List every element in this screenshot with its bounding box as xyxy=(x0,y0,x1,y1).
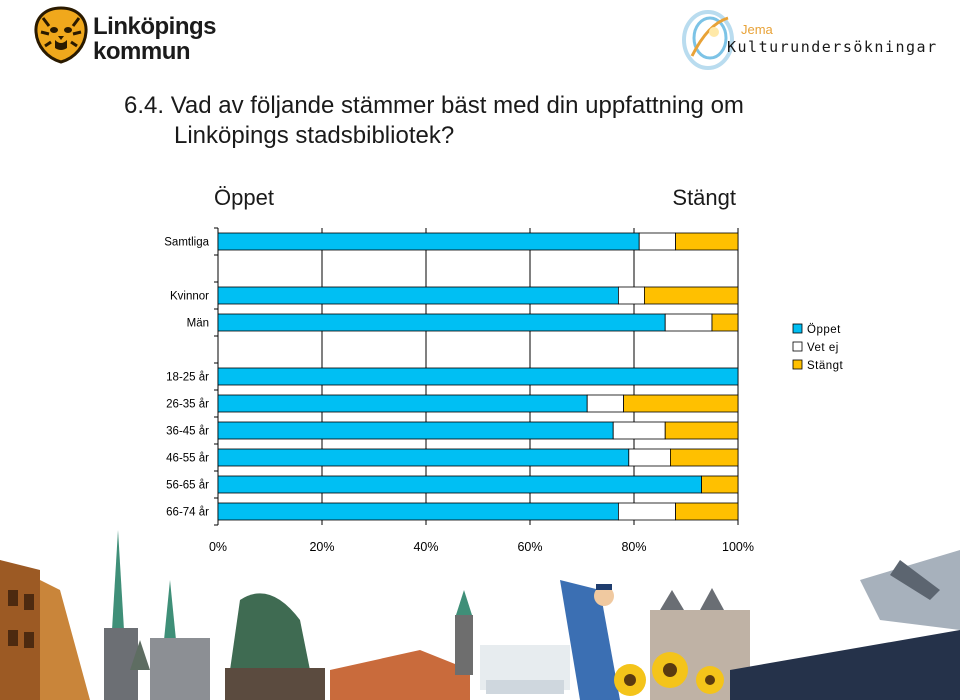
bar-segment xyxy=(217,448,630,467)
swirl-icon xyxy=(682,10,734,70)
x-tick-label: 0% xyxy=(209,540,227,554)
x-tick-label: 40% xyxy=(413,540,438,554)
category-label: 36-45 år xyxy=(166,426,209,438)
bar-segment xyxy=(586,394,625,413)
legend-label: Vet ej xyxy=(807,342,839,354)
legend-label: Stängt xyxy=(807,360,844,372)
category-label: 56-65 år xyxy=(166,480,209,492)
jema-logo: Jema Kulturundersökningar xyxy=(678,4,948,76)
brand-big-text: Kulturundersökningar xyxy=(727,38,938,56)
bar-segment xyxy=(711,313,739,332)
top-label-open: Öppet xyxy=(214,185,274,210)
bar-segment xyxy=(664,313,713,332)
x-tick-label: 80% xyxy=(621,540,646,554)
linkoping-logo: Linköpings kommun xyxy=(33,6,233,68)
top-label-closed: Stängt xyxy=(672,185,736,210)
bar-segment xyxy=(628,448,671,467)
question-line2: Linköpings stadsbibliotek? xyxy=(174,122,455,149)
category-label: 26-35 år xyxy=(166,399,209,411)
bar-segment xyxy=(217,475,703,494)
bar-segment xyxy=(217,502,619,521)
bar-segment xyxy=(217,313,666,332)
bar-segment xyxy=(675,502,739,521)
brand-small-text: Jema xyxy=(741,22,773,37)
bar-segment xyxy=(612,421,666,440)
legend-swatch xyxy=(792,323,803,334)
bar-segment xyxy=(618,286,645,305)
bar-segment xyxy=(217,232,640,251)
category-label: 66-74 år xyxy=(166,507,209,519)
bar-segment xyxy=(670,448,739,467)
x-tick-label: 100% xyxy=(722,540,754,554)
x-tick-label: 60% xyxy=(517,540,542,554)
municipality-name-line2: kommun xyxy=(93,38,191,65)
legend-swatch xyxy=(792,341,803,352)
category-label: Kvinnor xyxy=(170,291,209,303)
category-label: Män xyxy=(187,318,209,330)
bar-segment xyxy=(217,286,619,305)
municipality-name-line1: Linköpings xyxy=(93,13,217,40)
bar-segment xyxy=(217,394,588,413)
question-line1: Vad av följande stämmer bäst med din upp… xyxy=(170,92,744,119)
category-label: 18-25 år xyxy=(166,372,209,384)
legend-label: Öppet xyxy=(807,324,841,336)
category-label: 46-55 år xyxy=(166,453,209,465)
municipality-name: Linköpings kommun xyxy=(93,13,217,65)
stacked-bar-chart: Öppet Stängt Samtliga Kvinnor Män 18-25 år 26-… xyxy=(164,185,844,554)
bar-segment xyxy=(644,286,739,305)
bar-segment xyxy=(623,394,739,413)
category-label: Samtliga xyxy=(164,237,209,249)
legend-swatch xyxy=(792,359,803,370)
bar-segment xyxy=(618,502,677,521)
lion-crest-icon xyxy=(34,6,88,64)
bar-segment xyxy=(664,421,739,440)
question-number: 6.4. xyxy=(124,92,165,119)
x-tick-label: 20% xyxy=(309,540,334,554)
bar-segment xyxy=(701,475,739,494)
bar-segment xyxy=(675,232,739,251)
question-heading: 6.4. Vad av följande stämmer bäst med di… xyxy=(124,91,884,151)
city-scenery-image xyxy=(0,530,960,700)
bar-segment xyxy=(638,232,677,251)
bar-segment xyxy=(217,367,739,386)
bar-segment xyxy=(217,421,614,440)
